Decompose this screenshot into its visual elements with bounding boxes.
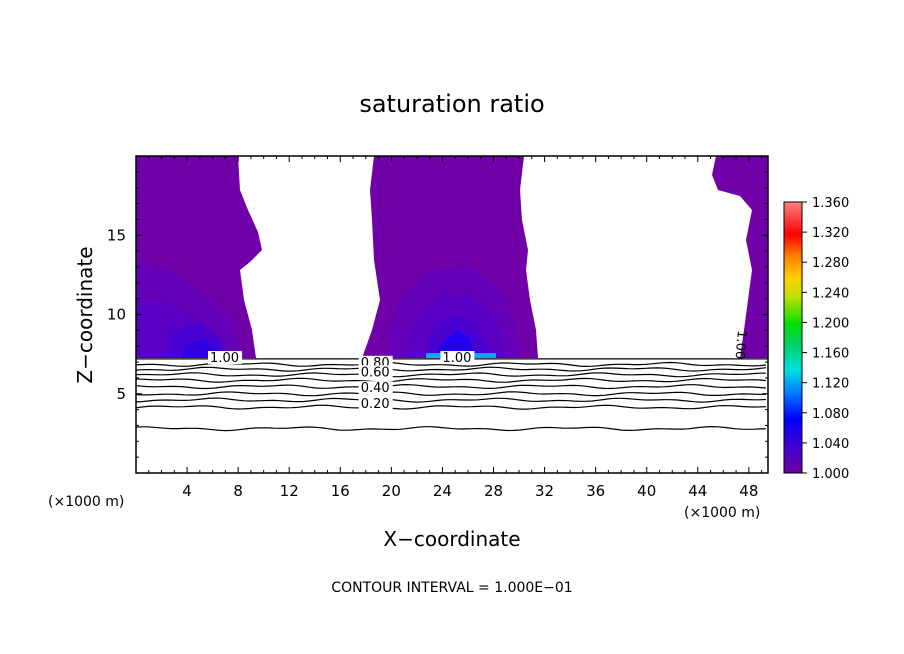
colorbar	[783, 201, 803, 474]
contour-lines	[136, 358, 768, 432]
x-tick-label: 44	[688, 482, 707, 500]
colorbar-tick-label: 1.360	[812, 196, 849, 211]
contour-line	[136, 366, 767, 372]
colorbar-tick-label: 1.200	[812, 316, 849, 331]
colorbar-tick-label: 1.160	[812, 347, 849, 362]
y-tick-label: 10	[107, 306, 126, 324]
contour-line	[136, 391, 766, 397]
x-tick-label: 16	[331, 482, 350, 500]
y-axis-ticks: 5 10 15	[107, 171, 768, 458]
x-tick-label: 24	[433, 482, 452, 500]
y-axis-label: Z−coordinate	[73, 246, 97, 383]
contour-label-rotated: 1.00	[731, 330, 748, 360]
contour-label: 1.00	[442, 351, 471, 366]
chart-title: saturation ratio	[359, 90, 544, 118]
colorbar-tick-label: 1.040	[812, 437, 849, 452]
plume-center-core-2	[436, 330, 476, 358]
contour-line	[136, 377, 767, 383]
x-unit-left: (×1000 m)	[48, 494, 124, 510]
contour-labels: 0.800.600.400.201.00 1.00 1.00	[208, 330, 749, 412]
colorbar-ticks: 1.360 1.320 1.280 1.240 1.200 1.160 1.120 1.080…	[802, 196, 849, 482]
contour-interval-text: CONTOUR INTERVAL = 1.000E−01	[331, 580, 572, 596]
x-axis-ticks: 4 8 12 16 20 24 28 32 36 40 44 48	[148, 156, 763, 500]
colorbar-tick-label: 1.240	[812, 286, 849, 301]
contour-label: 0.60	[361, 365, 390, 380]
x-tick-label: 4	[182, 482, 192, 500]
contour-label: 0.20	[361, 397, 390, 412]
contour-line	[136, 397, 767, 403]
filled-regions	[136, 156, 768, 358]
x-tick-label: 28	[484, 482, 503, 500]
x-unit-right: (×1000 m)	[684, 505, 760, 521]
contour-line	[136, 425, 767, 432]
contour-line	[136, 372, 766, 378]
contour-label-bg	[358, 381, 393, 395]
contour-label-bg	[358, 397, 393, 411]
contour-label: 0.40	[361, 381, 390, 396]
plume-right	[712, 156, 768, 358]
colorbar-tick-label: 1.000	[812, 467, 849, 482]
contour-label-bg	[440, 351, 475, 365]
contour-label: 1.00	[210, 351, 239, 366]
contour-label-bg	[208, 351, 243, 365]
y-tick-label: 5	[116, 385, 126, 403]
y-tick-label: 15	[107, 226, 126, 244]
colorbar-tick-label: 1.320	[812, 226, 849, 241]
x-tick-label: 36	[586, 482, 605, 500]
colorbar-tick-label: 1.080	[812, 407, 849, 422]
contour-line	[136, 404, 767, 410]
contour-label-bg	[358, 365, 393, 379]
x-tick-label: 48	[739, 482, 758, 500]
x-axis-label: X−coordinate	[383, 527, 520, 551]
x-tick-label: 20	[382, 482, 401, 500]
x-tick-label: 40	[637, 482, 656, 500]
x-tick-label: 8	[233, 482, 243, 500]
x-tick-label: 12	[280, 482, 299, 500]
colorbar-tick-label: 1.280	[812, 256, 849, 271]
contour-line	[136, 383, 767, 390]
x-tick-label: 32	[535, 482, 554, 500]
colorbar-tick-label: 1.120	[812, 377, 849, 392]
